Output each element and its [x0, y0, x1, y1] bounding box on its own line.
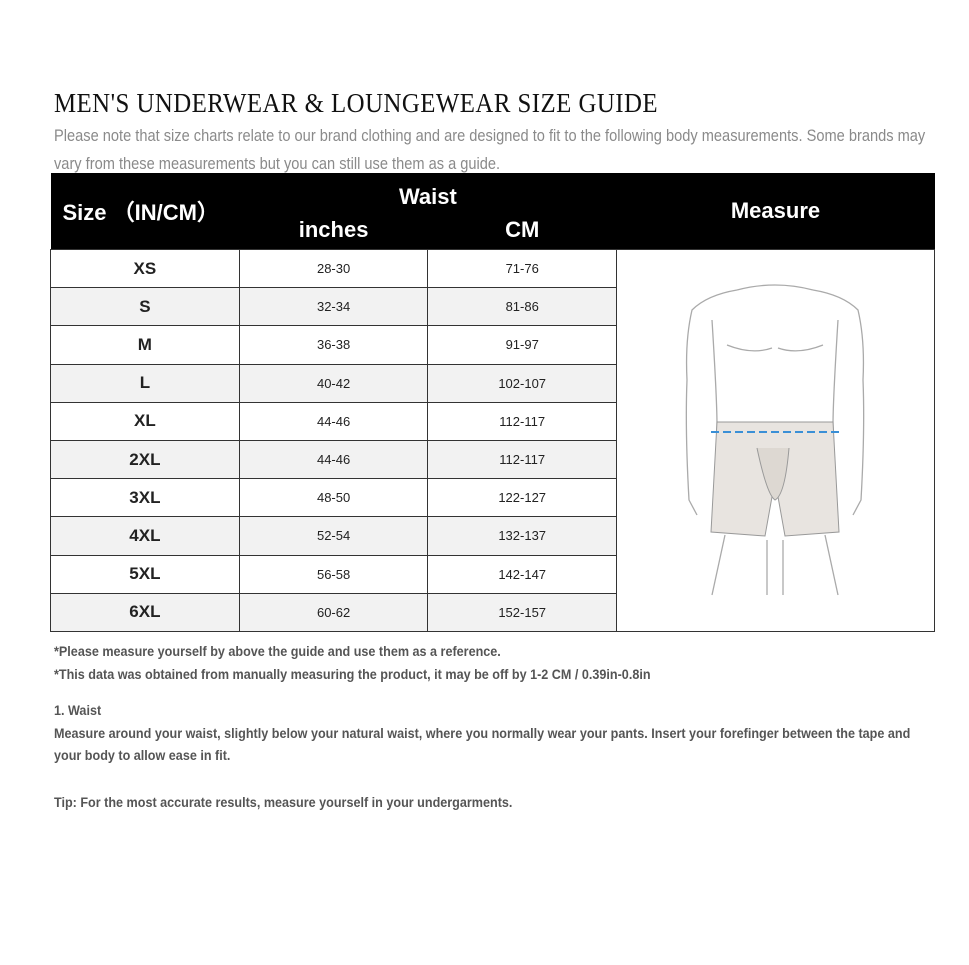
- table-row: XL 44-46 112-117: [50, 401, 935, 441]
- cell-cm: 102-107: [427, 363, 617, 403]
- header-size: Size （IN/CM）: [50, 173, 240, 250]
- cell-size: 3XL: [50, 478, 240, 518]
- cell-inches: 36-38: [238, 325, 429, 365]
- cell-cm: 132-137: [427, 516, 617, 556]
- header-inches: inches: [239, 211, 428, 250]
- notes: *Please measure yourself by above the gu…: [54, 640, 954, 813]
- table-row: 5XL 56-58 142-147: [50, 554, 935, 594]
- note-2: *This data was obtained from manually me…: [54, 665, 651, 682]
- cell-size: 2XL: [50, 439, 240, 480]
- cell-size: M: [50, 325, 240, 365]
- cell-cm: 112-117: [427, 439, 617, 480]
- cell-cm: 152-157: [427, 592, 617, 633]
- cell-size: 5XL: [50, 554, 240, 594]
- cell-cm: 71-76: [427, 248, 617, 289]
- table-row: 2XL 44-46 112-117: [50, 439, 935, 480]
- body-figure-icon: [686, 284, 865, 596]
- cell-cm: 91-97: [427, 325, 617, 365]
- intro-text: Please note that size charts relate to o…: [54, 126, 926, 173]
- body-measure-figure: [615, 249, 936, 632]
- table-row: 6XL 60-62 152-157: [50, 592, 935, 633]
- page-title: MEN'S UNDERWEAR & LOUNGEWEAR SIZE GUIDE: [54, 88, 659, 118]
- cell-size: XS: [50, 248, 240, 289]
- cell-cm: 81-86: [427, 287, 617, 327]
- table-row: L 40-42 102-107: [50, 363, 935, 403]
- cell-inches: 44-46: [238, 439, 429, 480]
- cell-inches: 40-42: [238, 363, 429, 403]
- table-row: S 32-34 81-86: [50, 287, 935, 327]
- cell-inches: 44-46: [238, 401, 429, 441]
- header-measure: Measure: [616, 173, 935, 250]
- header-waist: Waist: [239, 173, 617, 211]
- waist-heading: 1. Waist: [54, 702, 102, 718]
- cell-cm: 122-127: [427, 478, 617, 518]
- size-table: Size （IN/CM） Waist Measure inches CM XS 2…: [50, 173, 936, 633]
- table-row: 4XL 52-54 132-137: [50, 516, 935, 556]
- header-cm: CM: [427, 211, 617, 250]
- cell-size: S: [50, 287, 240, 327]
- table-row: XS 28-30 71-76: [50, 248, 936, 632]
- cell-size: 6XL: [50, 592, 240, 633]
- cell-cm: 112-117: [427, 401, 617, 441]
- cell-inches: 48-50: [238, 478, 429, 518]
- cell-inches: 32-34: [238, 287, 429, 327]
- cell-size: XL: [50, 401, 240, 441]
- cell-inches: 60-62: [238, 592, 429, 633]
- cell-inches: 52-54: [238, 516, 429, 556]
- table-row: 3XL 48-50 122-127: [50, 478, 935, 518]
- cell-size: 4XL: [50, 516, 240, 556]
- cell-size: L: [50, 363, 240, 403]
- cell-inches: 28-30: [238, 248, 429, 289]
- cell-inches: 56-58: [238, 554, 429, 594]
- note-1: *Please measure yourself by above the gu…: [54, 643, 501, 659]
- cell-cm: 142-147: [427, 554, 617, 594]
- waist-text: Measure around your waist, slightly belo…: [54, 724, 911, 764]
- tip-text: Tip: For the most accurate results, meas…: [54, 793, 513, 810]
